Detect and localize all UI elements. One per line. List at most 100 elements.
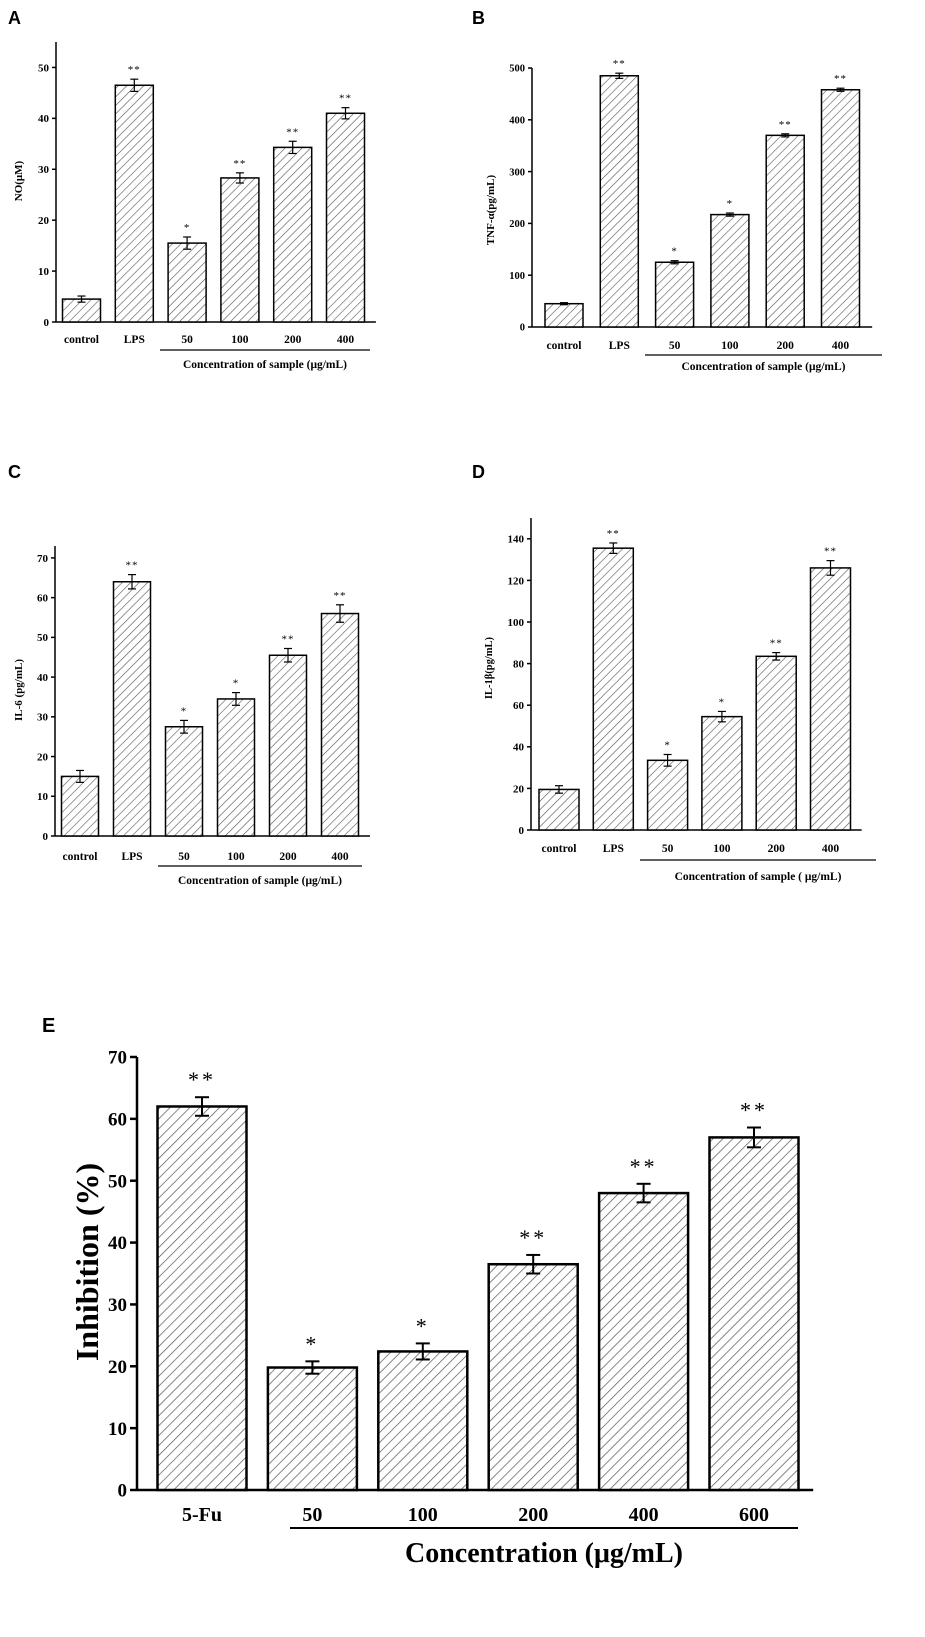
y-axis-title: IL-6 (pg/mL)	[13, 659, 25, 721]
bar	[710, 213, 750, 328]
y-axis-title: Inhibition (%)	[69, 1163, 105, 1361]
y-tick-label: 300	[509, 167, 525, 178]
y-axis-title: NO(μM)	[13, 160, 25, 201]
y-tick-label: 70	[37, 553, 49, 565]
category-label: 50	[669, 340, 681, 352]
significance-label: **	[607, 528, 620, 540]
category-label: 400	[629, 1504, 659, 1526]
x-axis-title: Concentration of sample (μg/mL)	[178, 875, 342, 887]
bar	[112, 581, 152, 837]
category-label: 200	[284, 334, 302, 346]
category-label: 100	[227, 851, 245, 863]
category-label: LPS	[121, 851, 142, 863]
significance-label: **	[613, 58, 626, 70]
significance-label: *	[305, 1331, 319, 1356]
bar	[156, 1105, 248, 1492]
y-tick-label: 50	[108, 1171, 127, 1192]
category-label: 100	[721, 340, 739, 352]
y-tick-label: 10	[37, 791, 49, 803]
bar	[765, 134, 805, 328]
panel-letter-e: E	[42, 1015, 55, 1037]
category-label: 200	[518, 1504, 548, 1526]
significance-label: **	[740, 1098, 768, 1123]
significance-label: *	[233, 678, 240, 690]
y-tick-label: 30	[108, 1295, 127, 1316]
y-tick-label: 20	[38, 215, 50, 227]
category-label: 50	[302, 1504, 322, 1526]
y-tick-label: 40	[38, 113, 50, 125]
x-axis-title: Concentration of sample (μg/mL)	[682, 361, 846, 373]
y-tick-label: 50	[37, 632, 49, 644]
bar	[544, 302, 584, 328]
bar	[272, 146, 313, 323]
y-tick-label: 0	[118, 1481, 128, 1502]
y-tick-label: 30	[38, 164, 50, 176]
significance-label: **	[128, 64, 141, 76]
bar	[167, 242, 207, 323]
significance-label: **	[630, 1154, 658, 1179]
category-label: 600	[739, 1504, 769, 1526]
significance-label: *	[416, 1313, 430, 1338]
y-tick-label: 70	[108, 1048, 127, 1069]
category-label: 400	[822, 843, 840, 855]
significance-label: *	[181, 705, 188, 717]
bar	[60, 775, 100, 837]
y-tick-label: 0	[519, 825, 525, 837]
y-tick-label: 60	[37, 592, 49, 604]
y-tick-label: 40	[37, 672, 49, 684]
significance-label: **	[824, 546, 837, 558]
significance-label: **	[286, 126, 299, 138]
bar	[538, 788, 580, 831]
y-tick-label: 40	[108, 1233, 127, 1254]
bar	[377, 1350, 469, 1492]
category-label: 100	[408, 1504, 438, 1526]
y-tick-label: 60	[108, 1110, 127, 1131]
significance-label: *	[184, 222, 191, 234]
chart-panel-c: C 0 10 20 30 40 50 60 70 control ** LPS * 50 * 100 ** 200…	[8, 462, 370, 887]
bar	[755, 655, 797, 831]
bar	[325, 112, 366, 323]
bar	[216, 698, 256, 837]
y-tick-label: 100	[508, 617, 525, 629]
category-label: 400	[832, 340, 850, 352]
significance-label: **	[779, 119, 792, 131]
y-tick-label: 40	[513, 742, 525, 754]
bar	[809, 567, 852, 831]
significance-label: **	[233, 158, 246, 170]
bar	[114, 84, 155, 323]
bar	[597, 1191, 690, 1492]
significance-label: **	[282, 633, 295, 645]
y-tick-label: 10	[38, 266, 50, 278]
x-axis-title: Concentration of sample ( μg/mL)	[675, 871, 842, 883]
chart-panel-b: B 0 100 200 300 400 500 control ** LPS * 50 * 100 ** 20…	[472, 8, 882, 373]
bar	[487, 1262, 579, 1492]
y-tick-label: 120	[508, 575, 525, 587]
y-tick-label: 0	[520, 323, 525, 334]
category-label: LPS	[609, 340, 630, 352]
bar	[646, 759, 689, 831]
significance-label: **	[339, 93, 352, 105]
category-label: 400	[331, 851, 349, 863]
panel-letter-c: C	[8, 462, 21, 482]
x-axis-title: Concentration of sample (μg/mL)	[183, 359, 347, 371]
bar	[820, 89, 861, 328]
panel-letter-b: B	[472, 8, 485, 28]
x-axis-title: Concentration (μg/mL)	[405, 1538, 683, 1569]
y-axis-title: IL-1β(pg/mL)	[484, 636, 495, 699]
y-tick-label: 20	[513, 783, 525, 795]
y-tick-label: 20	[37, 751, 49, 763]
category-label: 100	[231, 334, 249, 346]
bar	[320, 612, 360, 837]
y-tick-label: 200	[509, 219, 525, 230]
significance-label: **	[834, 73, 847, 85]
chart-panel-d: D 0 20 40 60 80 100 120 140 control ** LPS * 50 * 100 **…	[472, 462, 876, 883]
panel-letter-a: A	[8, 8, 21, 28]
bar	[220, 177, 260, 323]
category-label: 100	[713, 843, 731, 855]
category-label: control	[542, 843, 577, 855]
y-tick-label: 80	[513, 658, 525, 670]
bar	[266, 1366, 359, 1492]
significance-label: *	[719, 696, 726, 708]
chart-panel-a: A 0 10 20 30 40 50 control ** LPS * 50 ** 100 ** 200 ** 4…	[8, 8, 376, 371]
